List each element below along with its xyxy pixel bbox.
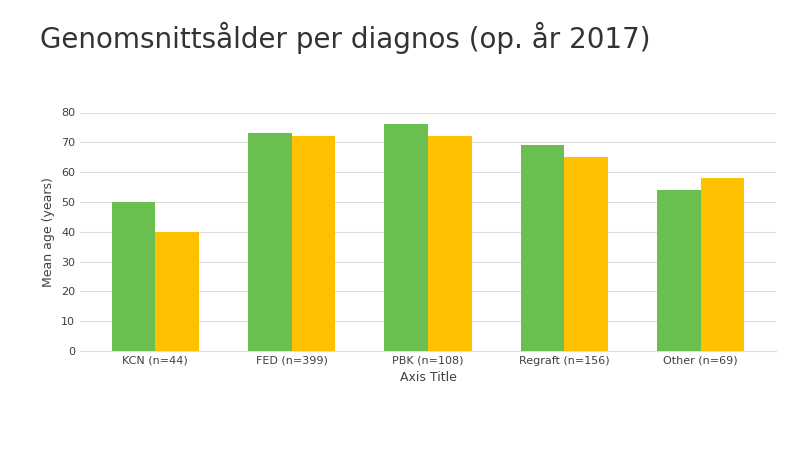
Bar [428, 136, 472, 351]
Bar [521, 145, 564, 351]
Y-axis label: Mean age (years): Mean age (years) [42, 177, 55, 287]
Bar [248, 133, 292, 351]
Bar [657, 190, 701, 351]
Bar [384, 125, 428, 351]
Legend: K, M: K, M [389, 446, 467, 450]
X-axis label: Axis Title: Axis Title [399, 371, 457, 384]
Bar [112, 202, 155, 351]
Bar [155, 232, 199, 351]
Text: Genomsnittsålder per diagnos (op. år 2017): Genomsnittsålder per diagnos (op. år 201… [40, 22, 650, 54]
Bar [292, 136, 335, 351]
Bar [564, 157, 608, 351]
Bar [701, 178, 744, 351]
